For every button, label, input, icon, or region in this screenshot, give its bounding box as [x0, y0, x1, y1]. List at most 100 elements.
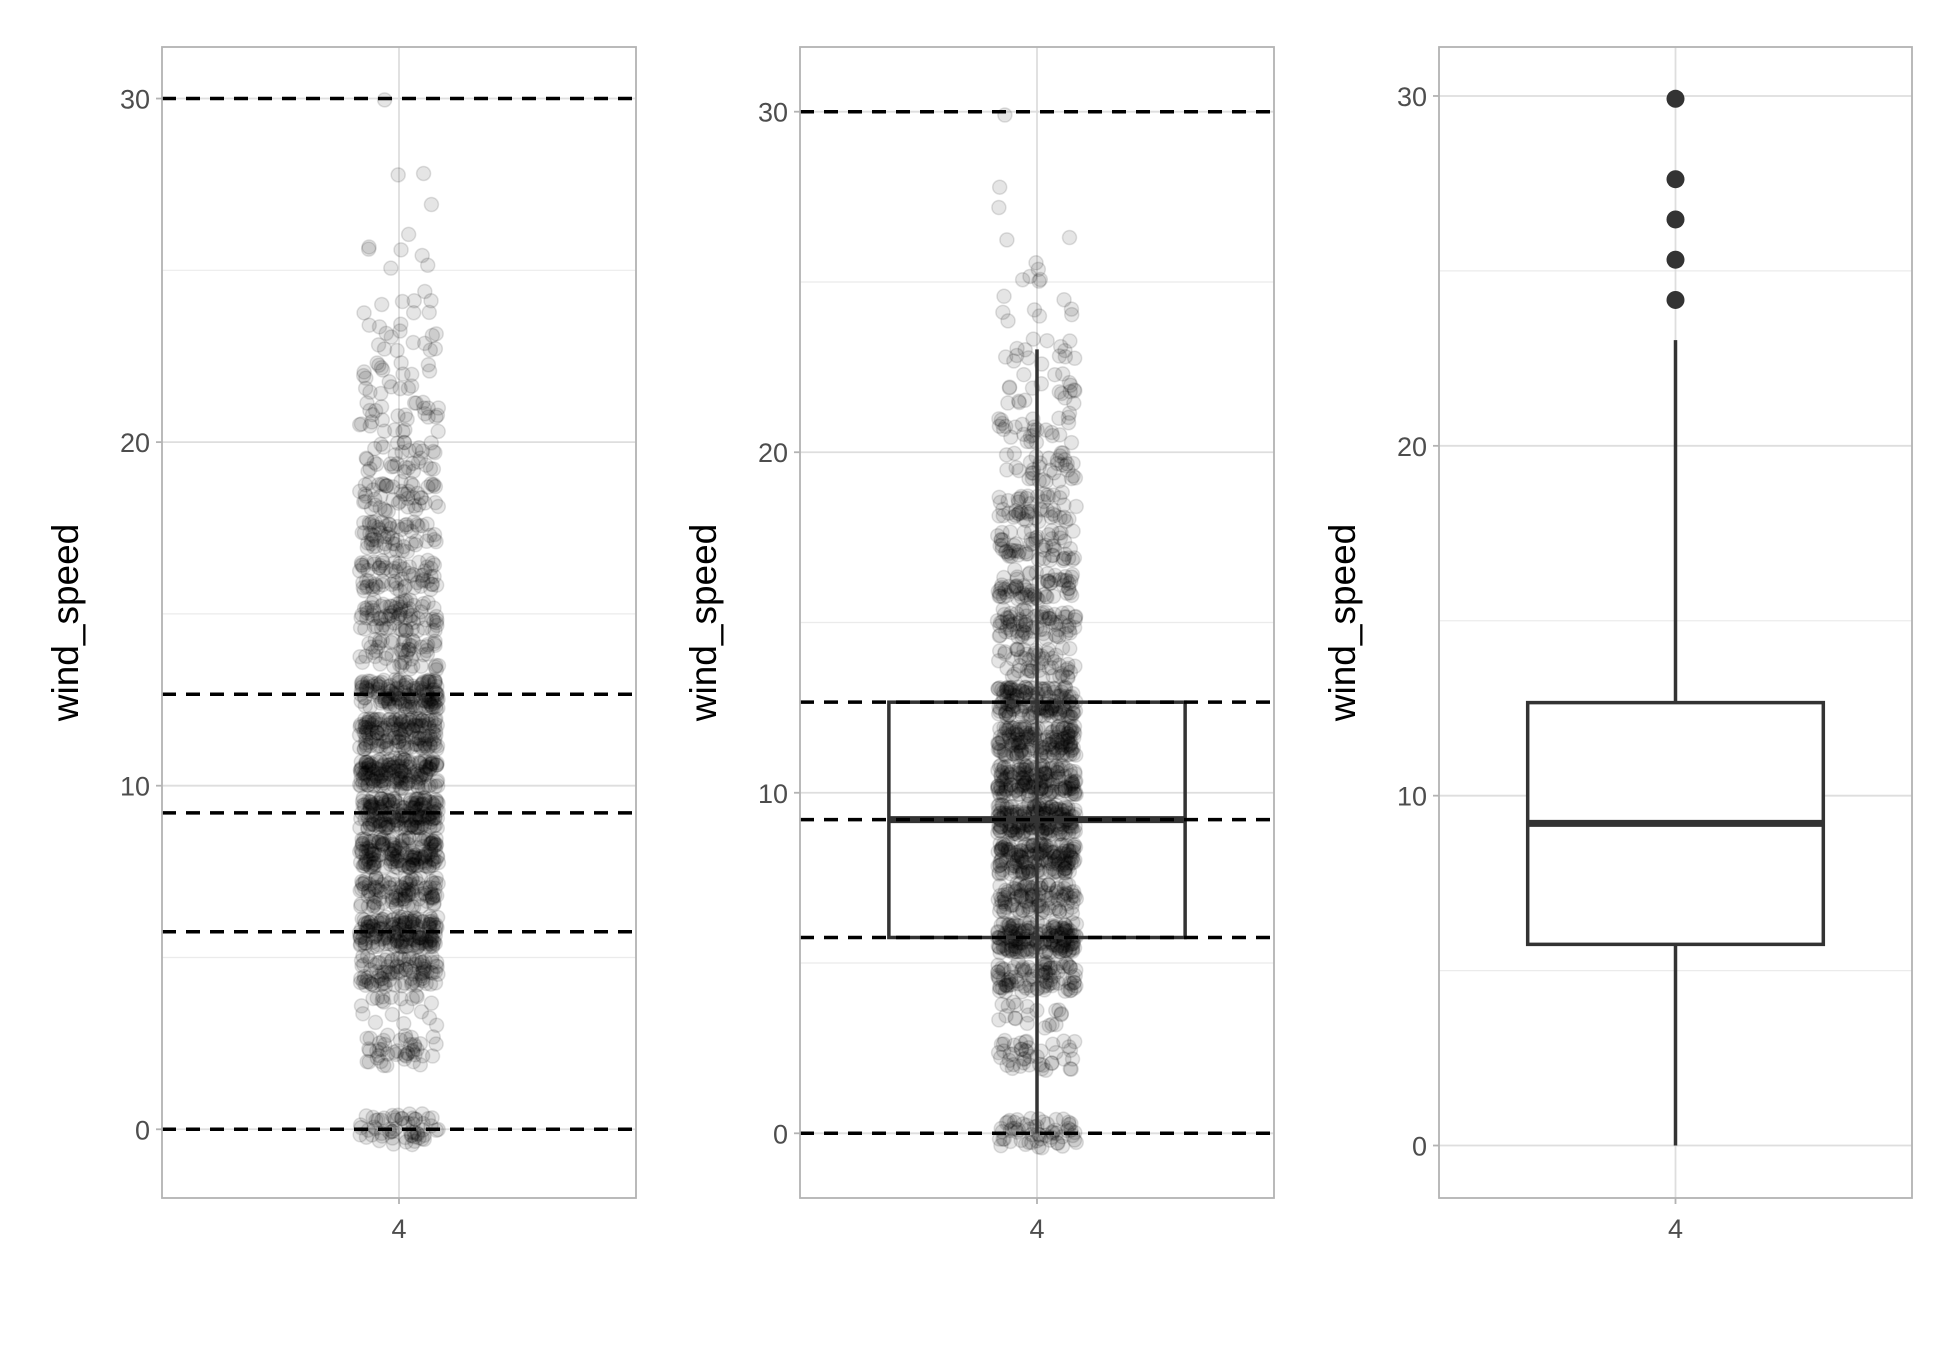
data-point: [373, 913, 390, 929]
data-point: [379, 1046, 396, 1062]
data-point: [415, 965, 432, 981]
data-point: [407, 1111, 424, 1127]
data-point: [411, 930, 427, 946]
data-point: [418, 858, 435, 875]
data-point: [370, 853, 386, 869]
data-point: [1050, 773, 1066, 789]
data-point: [365, 846, 382, 862]
data-point: [374, 970, 390, 987]
data-point: [404, 1136, 420, 1153]
data-point: [416, 830, 433, 847]
panel-2: 0 10 20 30 4 wind_speed: [683, 46, 1275, 1244]
data-point: [361, 974, 377, 990]
data-point: [422, 846, 439, 863]
data-point: [423, 911, 440, 927]
data-point: [418, 938, 434, 955]
data-point: [413, 965, 429, 982]
data-point: [367, 895, 383, 911]
y-tick-label: 30: [758, 98, 788, 128]
data-point: [382, 934, 399, 950]
data-point: [995, 421, 1012, 438]
data-point: [1044, 744, 1061, 761]
data-point: [418, 887, 434, 903]
data-point: [1037, 944, 1054, 960]
data-point: [400, 693, 416, 710]
data-point: [374, 837, 391, 853]
data-point: [404, 974, 421, 991]
data-point: [369, 1043, 385, 1059]
data-point: [400, 887, 416, 904]
data-point: [1057, 865, 1073, 882]
y-axis-title: wind_speed: [683, 524, 724, 722]
data-point: [378, 477, 394, 494]
data-point: [408, 953, 425, 969]
data-point: [373, 884, 389, 900]
y-tick-label: 20: [120, 428, 150, 458]
data-point: [1066, 350, 1083, 367]
data-point: [356, 830, 372, 847]
data-point: [354, 843, 370, 860]
data-point: [428, 701, 445, 718]
data-point: [1000, 883, 1016, 900]
data-point: [1061, 617, 1077, 634]
data-point: [993, 1137, 1009, 1154]
data-point: [371, 1035, 388, 1051]
data-point: [415, 973, 431, 989]
data-point: [360, 883, 377, 900]
data-point: [415, 1115, 431, 1132]
data-point: [414, 967, 430, 984]
data-point: [358, 579, 375, 596]
data-point: [1009, 746, 1025, 763]
data-point: [372, 711, 388, 727]
data-point: [392, 938, 409, 954]
data-point: [405, 899, 422, 915]
data-point: [416, 880, 433, 897]
data-point: [387, 1112, 404, 1128]
data-point: [406, 910, 423, 927]
data-point: [365, 1109, 381, 1126]
data-point: [414, 930, 430, 946]
data-point: [412, 870, 429, 886]
data-point: [1063, 587, 1080, 604]
y-tick-label: 0: [773, 1119, 788, 1149]
outlier-point: [1666, 89, 1685, 108]
data-point: [1028, 255, 1044, 271]
data-point: [375, 573, 391, 590]
data-point: [369, 1050, 386, 1066]
data-point: [1038, 630, 1054, 647]
data-point: [415, 913, 431, 930]
data-point: [377, 909, 394, 925]
data-point: [377, 935, 394, 952]
outlier-point: [1666, 210, 1685, 229]
data-point: [384, 871, 400, 888]
data-point: [405, 849, 421, 866]
data-point: [361, 1041, 377, 1057]
data-point: [368, 870, 384, 887]
data-point: [1042, 462, 1059, 478]
outlier-point: [1666, 170, 1685, 189]
data-point: [404, 872, 421, 888]
data-point: [1045, 538, 1062, 554]
data-point: [363, 843, 380, 859]
data-point: [391, 913, 408, 929]
data-point: [370, 936, 387, 953]
data-point: [399, 845, 415, 862]
data-point: [352, 854, 369, 871]
data-point: [392, 949, 409, 966]
data-point: [405, 931, 422, 948]
data-point: [355, 973, 372, 990]
data-point: [374, 964, 391, 980]
data-point: [413, 1004, 430, 1020]
y-tick-label: 0: [1412, 1132, 1427, 1162]
data-point: [375, 836, 391, 852]
data-point: [991, 179, 1008, 195]
data-point: [394, 1110, 410, 1127]
data-point: [385, 842, 402, 858]
data-point: [369, 879, 386, 896]
data-point: [413, 957, 429, 973]
data-point: [386, 1109, 402, 1126]
data-point: [382, 880, 399, 896]
data-point: [354, 835, 371, 852]
data-point: [373, 296, 390, 313]
